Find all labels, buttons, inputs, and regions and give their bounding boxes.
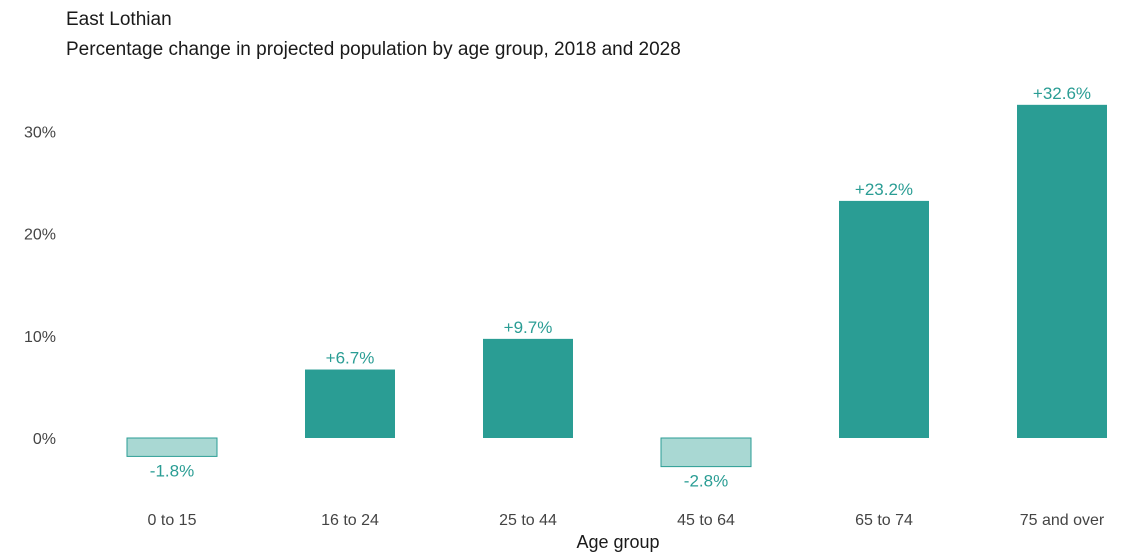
bar: [660, 437, 752, 468]
y-tick-label: 30%: [24, 124, 56, 141]
bar: [126, 437, 218, 457]
x-axis-title: Age group: [576, 532, 659, 552]
x-category-label: 75 and over: [1020, 512, 1105, 529]
bar: [483, 338, 573, 438]
x-axis-category-labels: 0 to 15 16 to 24 25 to 44 45 to 64 65 to 74 7…: [148, 512, 1105, 529]
bars: [126, 104, 1107, 468]
bar: [1017, 104, 1107, 438]
bar-value-label: -1.8%: [150, 461, 194, 480]
bar: [305, 369, 395, 438]
y-tick-label: 20%: [24, 227, 56, 244]
x-category-label: 0 to 15: [148, 512, 197, 529]
bar-value-label: +23.2%: [855, 180, 913, 199]
bar-value-label: -2.8%: [684, 472, 728, 491]
x-category-label: 16 to 24: [321, 512, 379, 529]
bar: [839, 200, 929, 438]
x-category-label: 65 to 74: [855, 512, 913, 529]
chart-subtitle: Percentage change in projected populatio…: [66, 39, 681, 60]
bar-value-label: +6.7%: [326, 349, 375, 368]
x-category-label: 25 to 44: [499, 512, 557, 529]
y-axis-ticks: 0% 10% 20% 30%: [24, 124, 56, 448]
bar-value-label: +9.7%: [504, 318, 553, 337]
bar-value-label: +32.6%: [1033, 84, 1091, 103]
data-labels: -1.8% +6.7% +9.7% -2.8% +23.2% +32.6%: [150, 84, 1091, 491]
chart-title: East Lothian: [66, 9, 172, 30]
x-category-label: 45 to 64: [677, 512, 735, 529]
y-tick-label: 0%: [33, 431, 56, 448]
y-tick-label: 10%: [24, 329, 56, 346]
